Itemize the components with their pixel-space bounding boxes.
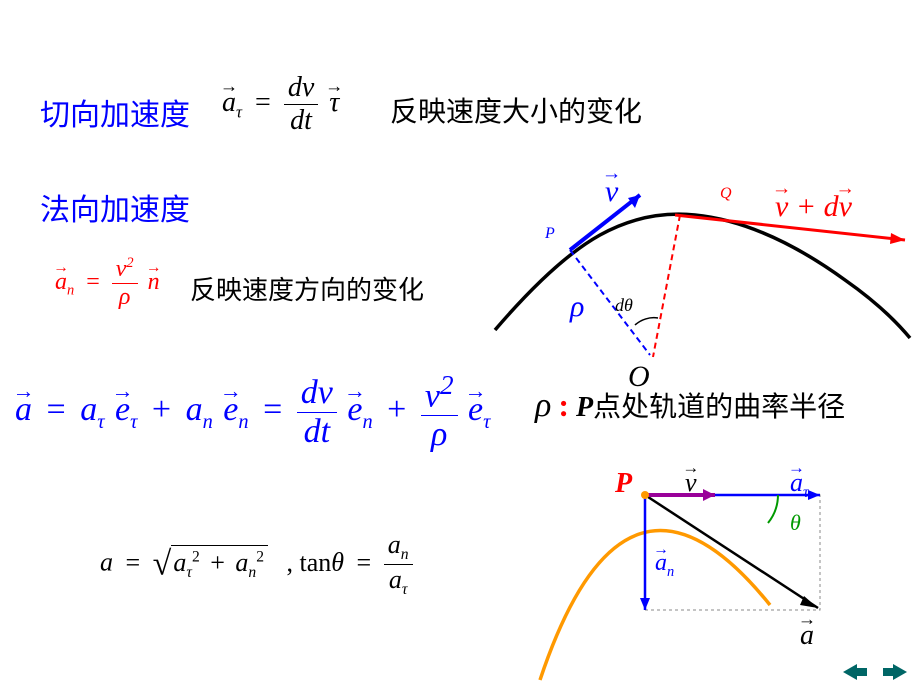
rho-sym: ρ — [535, 387, 551, 424]
m-etau2-tau: τ — [483, 411, 490, 433]
mag-eq: = — [126, 548, 141, 577]
d1-P-label: P — [545, 225, 555, 243]
formula-main: a = aτ eτ + an en = dv dt en + v2 ρ eτ — [15, 370, 490, 454]
d1-Q-label: Q — [720, 185, 732, 203]
sym-eq2: = — [86, 269, 100, 295]
m-plus1: + — [152, 391, 171, 428]
label-reflects-direction: 反映速度方向的变化 — [190, 270, 424, 307]
rho-P: P — [576, 392, 593, 423]
nav-prev-button[interactable] — [838, 660, 874, 684]
label-reflects-magnitude: 反映速度大小的变化 — [390, 90, 642, 130]
sqrt-sym: √ — [153, 546, 172, 583]
m-en-e: e — [223, 391, 238, 428]
m-en2-n: n — [362, 411, 372, 433]
formula-tangential: aτ = dv dt τ — [222, 72, 339, 137]
sym-eq: = — [255, 87, 271, 118]
sym-a: a — [222, 87, 236, 118]
m-frac-dvdt: dv dt — [297, 374, 337, 451]
d2-theta-label: θ — [790, 510, 801, 536]
rho-description: ρ : P点处轨道的曲率半径 — [535, 385, 845, 425]
m-at-a: a — [80, 391, 97, 428]
d2-a-label: a — [800, 620, 814, 652]
formula-normal: an = v2 ρ n — [55, 255, 160, 311]
m-en2-e: e — [347, 391, 362, 428]
d2-v-label: v — [685, 468, 697, 498]
m-frac-v2rho: v2 ρ — [421, 370, 458, 454]
sym-tau: τ — [329, 87, 339, 118]
sym-tau-sub: τ — [236, 103, 242, 122]
frac-v2rho: v2 ρ — [112, 255, 138, 311]
d1-vdv-label: v + dv — [775, 190, 852, 224]
frac-an-at: an aτ — [384, 530, 413, 599]
formula-magnitude: a = √ aτ2 + an2 , tanθ = an aτ — [100, 530, 413, 599]
d1-O-label: O — [628, 360, 650, 394]
m-at-tau: τ — [97, 411, 104, 433]
m-eq2: = — [263, 391, 282, 428]
frac-dvdt: dv dt — [284, 72, 318, 137]
m-a: a — [15, 391, 32, 428]
sym-n-vec: n — [148, 269, 160, 295]
diagram-accel-components — [530, 455, 870, 685]
d2-at-label: aτ — [790, 468, 809, 502]
d1-v-label: v — [605, 175, 618, 209]
sym-an-a: a — [55, 269, 67, 295]
m-etau2-e: e — [468, 391, 483, 428]
d1-dtheta-label: dθ — [615, 295, 633, 316]
mag-a: a — [100, 548, 113, 577]
m-etau-tau: τ — [130, 411, 137, 433]
label-tangential: 切向加速度 — [40, 90, 190, 134]
m-plus2: + — [387, 391, 406, 428]
rho-desc: 点处轨道的曲率半径 — [593, 392, 845, 423]
rho-colon: : — [558, 387, 569, 423]
label-normal: 法向加速度 — [40, 185, 190, 229]
m-eq1: = — [47, 391, 66, 428]
d2-an-label: an — [655, 550, 674, 581]
nav-next-button[interactable] — [878, 660, 914, 684]
mag-comma-tan: , tan — [287, 548, 332, 577]
m-etau-e: e — [115, 391, 130, 428]
m-an-n: n — [203, 411, 213, 433]
m-en-n: n — [238, 411, 248, 433]
d2-P-label: P — [615, 468, 632, 500]
d1-rho-label: ρ — [570, 290, 584, 324]
m-an-a: a — [186, 391, 203, 428]
sym-an-n: n — [67, 282, 74, 298]
